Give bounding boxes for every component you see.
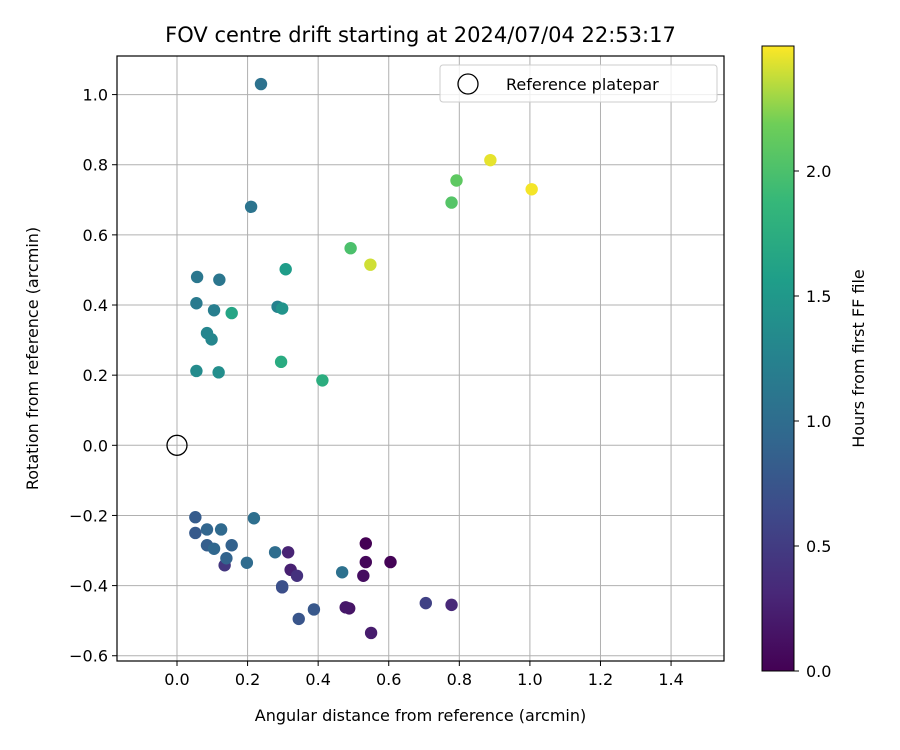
data-point [207, 304, 221, 317]
y-tick-label: 0.0 [83, 436, 108, 455]
data-point [445, 196, 458, 209]
colorbar-gradient [761, 45, 795, 672]
data-point [274, 355, 288, 369]
data-point [307, 603, 321, 616]
data-point [247, 512, 261, 525]
data-point [335, 566, 349, 579]
data-point [205, 333, 218, 346]
data-point [225, 539, 238, 552]
data-point [281, 546, 295, 559]
data-point [357, 569, 370, 582]
data-point [268, 546, 282, 559]
data-point [364, 626, 378, 640]
data-point [213, 273, 226, 286]
y-tick-label: −0.2 [69, 506, 108, 525]
data-point [207, 542, 221, 555]
data-point [525, 183, 538, 196]
data-point [244, 200, 258, 214]
data-point [445, 598, 458, 612]
x-tick-label: 1.2 [588, 670, 613, 689]
colorbar-tick-label: 1.5 [806, 287, 831, 306]
data-point [240, 556, 254, 569]
y-tick-label: 1.0 [83, 86, 108, 105]
data-point [275, 580, 289, 593]
data-point [189, 526, 202, 540]
grid-lines [117, 56, 724, 661]
data-point [384, 555, 397, 569]
y-tick-label: −0.4 [69, 577, 108, 596]
data-point [419, 596, 432, 610]
colorbar-tick-label: 2.0 [806, 162, 831, 181]
x-tick-label: 0.6 [376, 670, 401, 689]
data-point [364, 258, 377, 271]
legend-reference-marker [457, 73, 479, 95]
plot-frame [116, 55, 725, 662]
data-point [220, 552, 233, 565]
chart-title: FOV centre drift starting at 2024/07/04 … [165, 23, 676, 47]
y-tick-label: 0.4 [83, 296, 108, 315]
data-point [254, 77, 268, 91]
data-point [484, 153, 497, 167]
data-point [359, 555, 372, 569]
data-point [450, 174, 463, 187]
y-tick-label: 0.8 [83, 156, 108, 175]
legend-reference-label: Reference platepar [506, 75, 659, 94]
data-point [190, 364, 203, 378]
reference-platepar-marker [166, 434, 188, 456]
x-tick-label: 0.8 [447, 670, 472, 689]
colorbar-ticks: 0.0 0.5 1.0 1.5 2.0 [794, 162, 831, 681]
legend-box [439, 64, 718, 103]
colorbar: 0.0 0.5 1.0 1.5 2.0 Hours from first FF file [761, 45, 868, 681]
data-point [316, 374, 329, 387]
x-tick-label: 0.4 [305, 670, 330, 689]
x-axis-label: Angular distance from reference (arcmin) [255, 706, 586, 725]
colorbar-label: Hours from first FF file [849, 269, 868, 448]
colorbar-tick-label: 0.5 [806, 537, 831, 556]
data-point [359, 537, 372, 550]
y-tick-label: 0.2 [83, 366, 108, 385]
y-tick-label: 0.6 [83, 226, 108, 245]
data-point [225, 306, 238, 320]
colorbar-tick-label: 0.0 [806, 662, 831, 681]
x-tick-label: 1.4 [658, 670, 683, 689]
data-point [190, 297, 203, 310]
axis-ticks: 0.0 0.2 0.4 0.6 0.8 1.0 1.2 1.4 −0.6 −0.4 −0.2 0.0 0… [69, 86, 684, 689]
y-axis-label: Rotation from reference (arcmin) [23, 227, 42, 490]
legend: Reference platepar [439, 64, 718, 103]
data-point [290, 569, 304, 582]
x-tick-label: 1.0 [517, 670, 542, 689]
colorbar-tick-label: 1.0 [806, 412, 831, 431]
data-point [292, 612, 305, 626]
data-point [212, 366, 225, 379]
data-point [190, 270, 204, 284]
x-tick-label: 0.0 [164, 670, 189, 689]
data-point [200, 523, 214, 536]
data-point [275, 302, 289, 315]
x-tick-label: 0.2 [235, 670, 260, 689]
data-point [279, 263, 292, 276]
y-tick-label: −0.6 [69, 647, 108, 666]
data-points [166, 77, 538, 640]
data-point [189, 511, 202, 524]
data-point [339, 601, 352, 614]
data-point [344, 241, 357, 255]
data-point [214, 523, 228, 536]
